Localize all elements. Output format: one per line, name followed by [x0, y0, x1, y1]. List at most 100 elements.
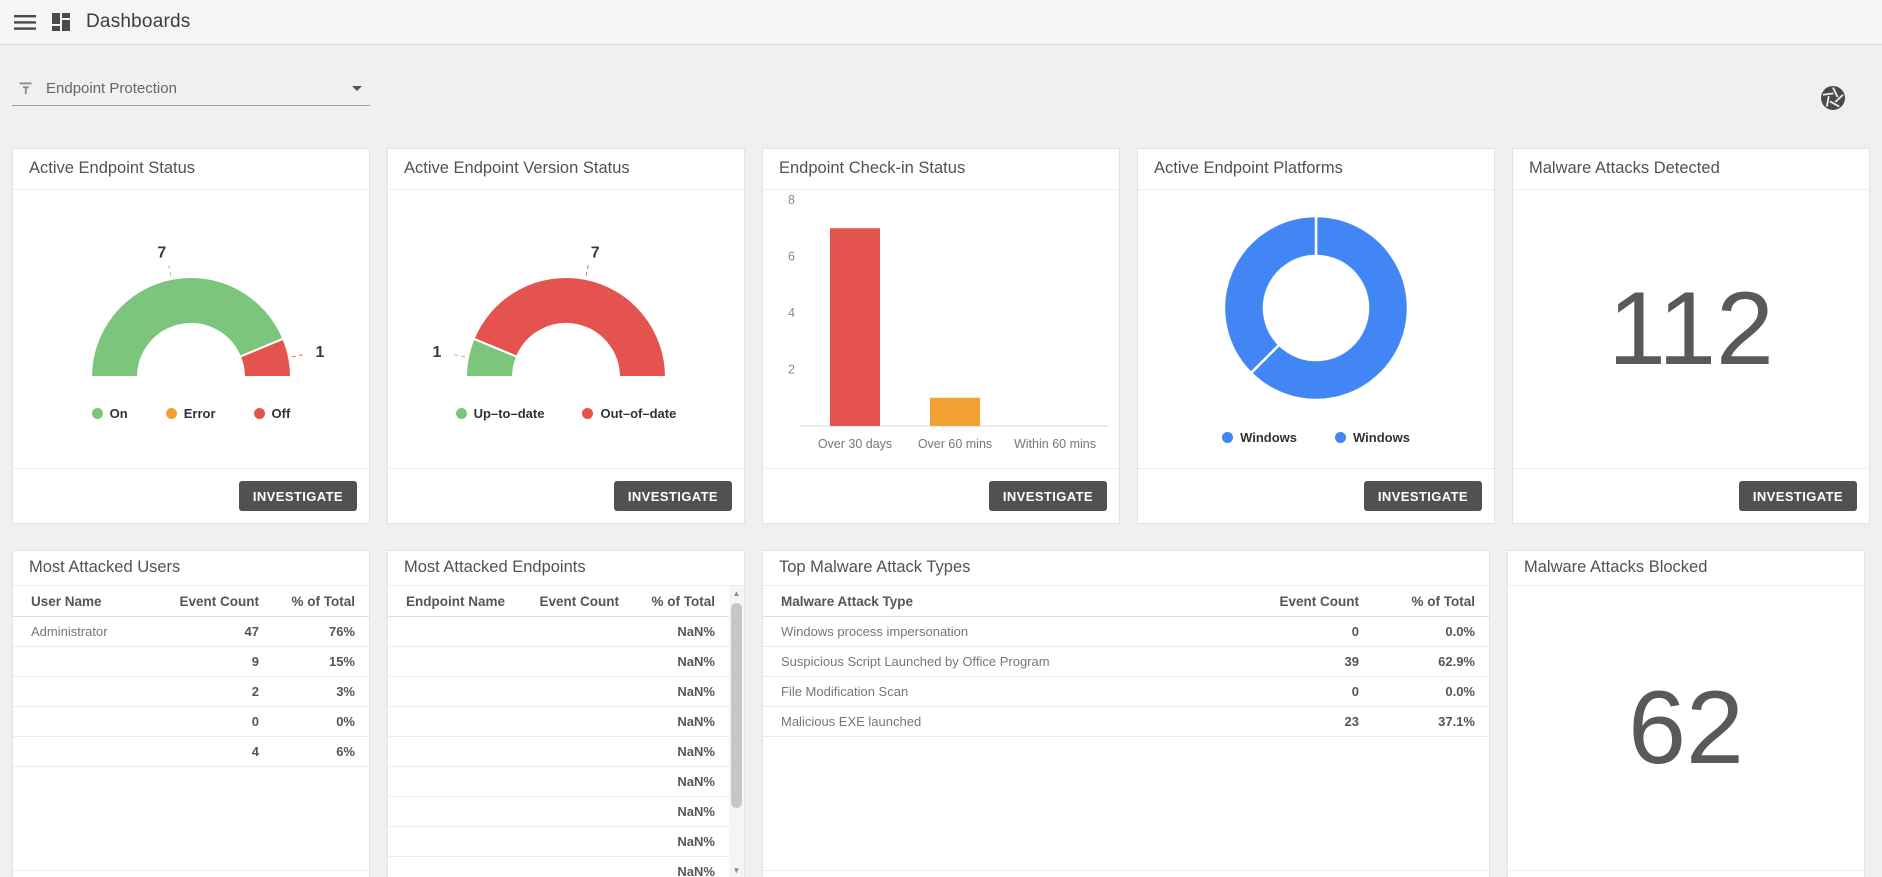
legend-label: On [109, 406, 128, 421]
table-row: NaN% [388, 647, 729, 677]
legend-item: Error [165, 406, 216, 421]
card-footer: INVESTIGATE [1508, 870, 1864, 877]
hamburger-icon [14, 14, 36, 30]
table-row: NaN% [388, 737, 729, 767]
col-header: % of Total [651, 593, 716, 609]
legend-dot-icon [253, 408, 265, 419]
col-header: Event Count [179, 593, 260, 609]
table-row: 4 6% [13, 737, 369, 767]
table-row: Malicious EXE launched 23 37.1% [763, 707, 1489, 737]
menu-button[interactable] [14, 14, 36, 31]
col-header: % of Total [291, 593, 356, 609]
legend-label: Windows [1240, 429, 1297, 445]
page-title: Dashboards [86, 11, 191, 32]
col-header: User Name [31, 593, 102, 609]
svg-text:1: 1 [433, 344, 442, 361]
table-row: Administrator 47 76% [13, 617, 369, 647]
card-active-endpoint-platforms: Active Endpoint Platforms Windows Windows… [1137, 148, 1495, 524]
legend-label: Error [183, 406, 216, 421]
svg-text:1: 1 [316, 344, 325, 361]
table-row: NaN% [388, 677, 729, 707]
scroll-down-arrow[interactable]: ▼ [732, 865, 741, 875]
investigate-button[interactable]: INVESTIGATE [1738, 481, 1857, 511]
legend-dot-icon [1335, 431, 1346, 443]
card-title: Top Malware Attack Types [763, 551, 1489, 586]
dashboard-filter-select[interactable]: Endpoint Protection [12, 71, 370, 106]
card-most-attacked-endpoints: Most Attacked Endpoints Endpoint Name Ev… [387, 550, 745, 877]
filter-icon [19, 82, 32, 94]
table-row: Suspicious Script Launched by Office Pro… [763, 647, 1489, 677]
investigate-button[interactable]: INVESTIGATE [613, 481, 732, 511]
col-header: % of Total [1411, 593, 1476, 609]
table-header: Malware Attack Type Event Count % of Tot… [763, 586, 1489, 617]
gauge-legend: Up–to–date Out–of–date [455, 406, 676, 421]
card-title: Malware Attacks Blocked [1508, 551, 1864, 586]
card-title: Active Endpoint Status [13, 149, 369, 190]
table-row: 9 15% [13, 647, 369, 677]
donut-legend: Windows Windows [1222, 430, 1410, 445]
aperture-icon[interactable] [1820, 85, 1846, 111]
platforms-donut-chart [1222, 214, 1410, 401]
investigate-button[interactable]: INVESTIGATE [238, 481, 357, 511]
table-row: NaN% [388, 767, 729, 797]
vertical-scrollbar[interactable]: ▲ ▼ [729, 586, 744, 877]
col-header: Event Count [539, 593, 620, 609]
legend-item: Off [253, 406, 291, 421]
scrollable-table: Endpoint Name Event Count % of Total NaN… [388, 586, 744, 877]
svg-text:2: 2 [788, 363, 795, 377]
card-title: Malware Attacks Detected [1513, 149, 1869, 190]
table-row: 0 0% [13, 707, 369, 737]
scrollbar-thumb[interactable] [731, 603, 742, 808]
filter-row: Endpoint Protection [12, 71, 1870, 106]
card-footer: INVESTIGATE [388, 468, 744, 523]
malware-attacks-blocked-count: 62 [1628, 670, 1744, 786]
legend-label: Up–to–date [473, 406, 545, 421]
legend-label: Out–of–date [600, 406, 677, 421]
legend-item: Windows [1335, 430, 1410, 445]
card-footer: INVESTIGATE [1513, 468, 1869, 523]
svg-text:6: 6 [788, 250, 795, 264]
card-malware-attacks-blocked: Malware Attacks Blocked 62 INVESTIGATE [1507, 550, 1865, 877]
dashboards-grid-icon [52, 13, 70, 31]
svg-text:Within 60 mins: Within 60 mins [1014, 437, 1096, 451]
investigate-button[interactable]: INVESTIGATE [988, 481, 1107, 511]
card-footer: INVESTIGATE [763, 468, 1119, 523]
version-status-gauge-chart: 17 [433, 244, 668, 378]
table-header: User Name Event Count % of Total [13, 586, 369, 617]
gauge-legend: On Error Off [91, 406, 291, 421]
active-endpoint-status-gauge-chart: 71 [89, 244, 325, 378]
legend-item: Out–of–date [582, 406, 676, 421]
col-header: Malware Attack Type [781, 593, 914, 609]
svg-text:Over 60 mins: Over 60 mins [918, 437, 992, 451]
legend-item: On [91, 406, 128, 421]
card-malware-attacks-detected: Malware Attacks Detected 112 INVESTIGATE [1512, 148, 1870, 524]
card-footer: INVESTIGATE [1138, 468, 1494, 523]
filter-value: Endpoint Protection [46, 79, 177, 97]
card-footer: INVESTIGATE [13, 468, 369, 523]
legend-dot-icon [455, 408, 467, 419]
legend-item: Windows [1222, 430, 1297, 445]
scroll-up-arrow[interactable]: ▲ [732, 588, 741, 598]
table-row: File Modification Scan 0 0.0% [763, 677, 1489, 707]
dashboard-row-2: Most Attacked Users User Name Event Coun… [12, 550, 1870, 877]
table-row: 2 3% [13, 677, 369, 707]
topbar: Dashboards [0, 0, 1882, 45]
col-header: Event Count [1279, 593, 1360, 609]
table-row: Windows process impersonation 0 0.0% [763, 617, 1489, 647]
investigate-button[interactable]: INVESTIGATE [1363, 481, 1482, 511]
table-row: NaN% [388, 707, 729, 737]
legend-item: Up–to–date [455, 406, 545, 421]
svg-text:7: 7 [591, 244, 600, 261]
card-footer: INVESTIGATE [13, 870, 369, 877]
legend-label: Off [271, 406, 291, 421]
legend-label: Windows [1353, 429, 1410, 445]
legend-dot-icon [1222, 431, 1234, 443]
legend-dot-icon [582, 408, 594, 419]
svg-text:Over 30 days: Over 30 days [818, 437, 892, 451]
legend-dot-icon [165, 408, 177, 419]
svg-text:8: 8 [788, 193, 795, 207]
chevron-down-icon [352, 85, 362, 91]
card-most-attacked-users: Most Attacked Users User Name Event Coun… [12, 550, 370, 877]
